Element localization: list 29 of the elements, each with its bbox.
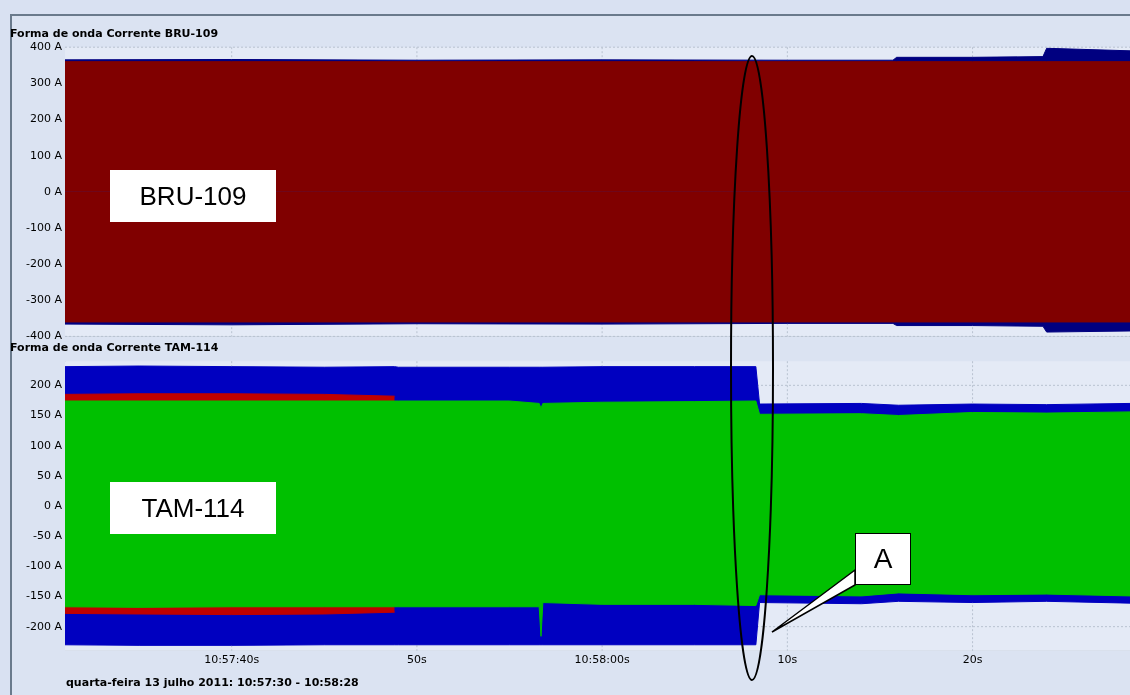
x-tick-label: 10:58:00s bbox=[574, 653, 630, 667]
chart-title: Forma de onda Corrente TAM-114 bbox=[10, 341, 219, 355]
y-tick-label: -300 A bbox=[26, 293, 63, 307]
y-tick-label: -150 A bbox=[26, 589, 63, 603]
x-tick-label: 50s bbox=[407, 653, 428, 667]
y-tick-label: -100 A bbox=[26, 559, 63, 573]
x-tick-label: 20s bbox=[962, 653, 983, 667]
y-tick-label: 200 A bbox=[29, 112, 63, 126]
x-tick-label: 10s bbox=[777, 653, 798, 667]
y-tick-label: 0 A bbox=[43, 184, 63, 198]
y-tick-label: -200 A bbox=[26, 619, 63, 633]
y-tick-label: 200 A bbox=[29, 378, 63, 392]
y-tick-label: -400 A bbox=[26, 329, 63, 343]
y-tick-label: 0 A bbox=[43, 498, 63, 512]
x-tick-label: 10:57:40s bbox=[204, 653, 260, 667]
y-tick-label: 100 A bbox=[29, 438, 63, 452]
y-tick-label: -200 A bbox=[26, 256, 63, 270]
y-tick-label: 100 A bbox=[29, 148, 63, 162]
y-tick-label: -100 A bbox=[26, 220, 63, 234]
y-tick-label: 400 A bbox=[29, 40, 63, 54]
y-tick-label: 300 A bbox=[29, 76, 63, 90]
text: quarta-feira 13 julho 2011: 10:57:30 - 10:58:28 bbox=[66, 676, 359, 689]
annotation: BRU-109 bbox=[110, 170, 276, 222]
chart-title: Forma de onda Corrente BRU-109 bbox=[10, 27, 219, 41]
y-tick-label: 50 A bbox=[36, 468, 63, 482]
y-tick-label: -50 A bbox=[33, 529, 63, 543]
annotation: A bbox=[855, 533, 911, 585]
y-tick-label: 150 A bbox=[29, 408, 63, 422]
annotation: TAM-114 bbox=[110, 482, 276, 534]
